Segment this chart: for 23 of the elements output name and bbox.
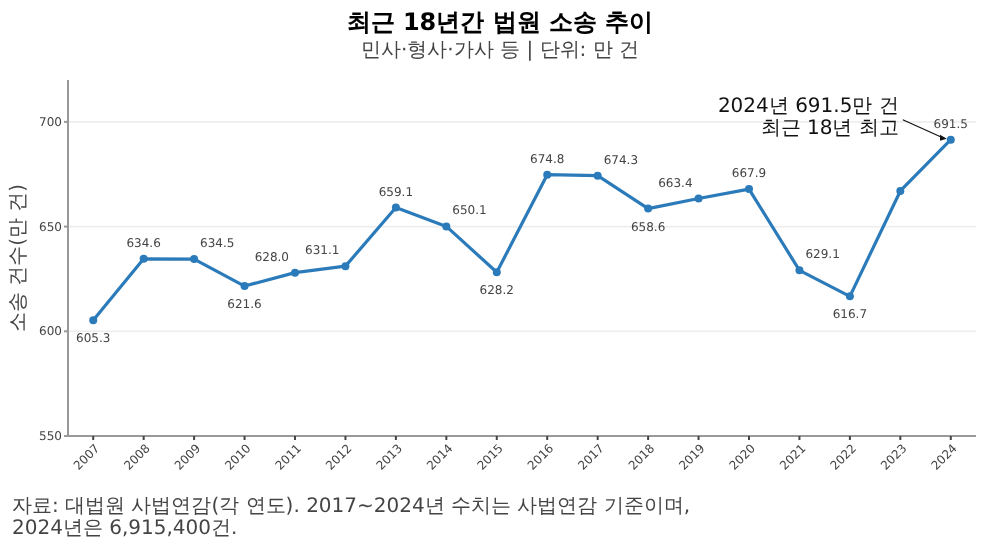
point <box>442 222 451 231</box>
point <box>391 203 400 212</box>
point <box>845 292 854 301</box>
point <box>89 316 98 325</box>
point <box>543 170 552 179</box>
point <box>896 186 905 195</box>
point <box>341 262 350 271</box>
annotation: 2024년 691.5만 건 최근 18년 최고 <box>717 95 899 140</box>
point <box>795 266 804 275</box>
text: 자료: 대법원 사법연감(각 연도). 2017~2024년 수치는 사법연감 기준이며, 2024년은 6,915,400건. <box>12 496 691 540</box>
point <box>139 254 148 263</box>
point <box>240 282 249 291</box>
point <box>291 268 299 277</box>
point <box>190 255 199 264</box>
point <box>644 204 653 213</box>
point <box>946 135 955 144</box>
y-axis-title: 소송 건수(만 건) <box>8 183 30 333</box>
point <box>694 194 703 203</box>
chart-subtitle: 민사·형사·가사 등 | 단위: 만 건 <box>361 40 639 62</box>
point <box>492 268 501 277</box>
point <box>593 171 602 180</box>
point <box>745 185 753 194</box>
chart-title: 최근 18년간 법원 소송 추이 <box>346 8 654 36</box>
